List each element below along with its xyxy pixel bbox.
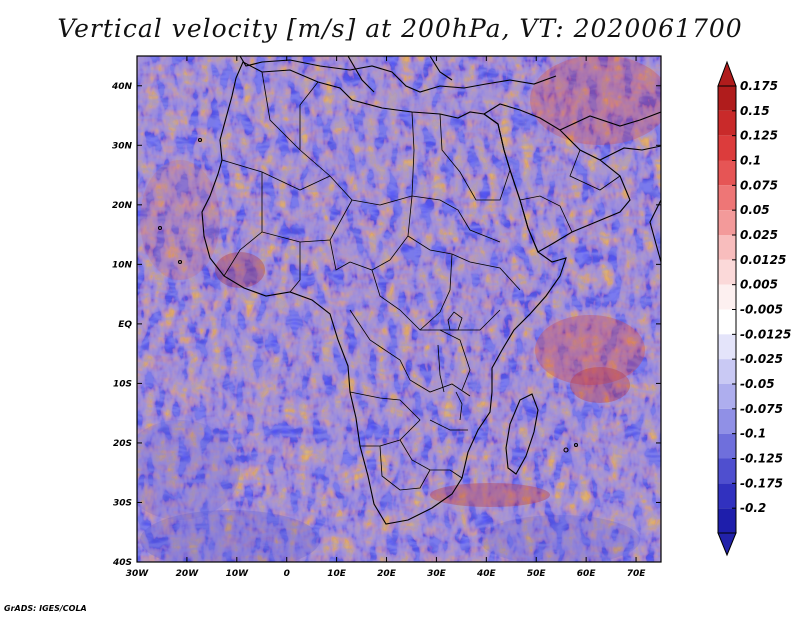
coastlines: [157, 56, 661, 525]
europe-coastline: [239, 56, 557, 93]
colorbar-label: -0.1: [740, 427, 766, 441]
colorbar-swatch: [718, 210, 736, 235]
lon-tick-label: 10E: [327, 569, 347, 579]
lon-tick-label: 60E: [577, 569, 597, 579]
country-borders: [221, 71, 621, 491]
colorbar-label: 0.15: [740, 104, 770, 118]
lon-tick-label: 50E: [527, 569, 547, 579]
colorbar-bottom-arrow: [717, 532, 737, 557]
colorbar-swatch: [718, 359, 736, 384]
madagascar-coastline: [505, 393, 539, 475]
lon-tick-label: 30W: [126, 569, 150, 579]
colorbar-label: 0.005: [740, 278, 778, 292]
colorbar-label: 0.0125: [740, 253, 786, 267]
colorbar-label: -0.025: [740, 352, 783, 366]
colorbar-swatch: [718, 185, 736, 211]
lat-tick-label: 20S: [113, 439, 132, 449]
lat-tick-label: 30S: [113, 498, 132, 508]
colorbar-label: -0.2: [740, 501, 766, 515]
colorbar-label: -0.0125: [740, 327, 791, 341]
colorbar-swatch: [718, 160, 736, 186]
lat-tick-label: 40S: [112, 558, 132, 568]
lat-tick-label: EQ: [118, 320, 132, 330]
lat-tick-label: 10N: [112, 260, 133, 270]
colorbar-label: 0.025: [740, 228, 778, 242]
colorbar-swatch: [718, 384, 736, 409]
colorbar-swatch: [718, 334, 736, 360]
colorbar-swatch: [718, 309, 736, 335]
colorbar-swatch: [718, 284, 736, 310]
colorbar-swatch: [718, 259, 736, 285]
colorbar-label: 0.1: [740, 154, 761, 168]
colorbar-label: 0.05: [740, 203, 770, 217]
grads-credit: GrADS: IGES/COLA: [4, 604, 87, 613]
lon-tick-label: 40E: [476, 569, 497, 579]
colorbar-label: -0.005: [740, 303, 783, 317]
colorbar-swatch: [718, 135, 736, 161]
colorbar-label: -0.05: [740, 377, 775, 391]
lon-tick-label: 20W: [176, 569, 200, 579]
colorbar-swatch: [718, 508, 736, 533]
lon-tick-label: 30E: [427, 569, 447, 579]
vertical-velocity-field: [137, 56, 661, 562]
colorbar-label: -0.175: [740, 476, 783, 490]
lat-tick-label: 10S: [113, 379, 132, 389]
colorbar-label: -0.075: [740, 402, 783, 416]
lon-tick-label: 20E: [377, 569, 397, 579]
africa-coastline: [201, 61, 567, 525]
colorbar-label: -0.125: [740, 452, 783, 466]
latitude-axis: 40N 30N 20N 10N EQ 10S 20S 30S 40S: [111, 82, 661, 568]
colorbar-swatch: [718, 433, 736, 459]
colorbar-swatch: [718, 458, 736, 484]
colorbar-label: 0.175: [740, 79, 778, 93]
lon-tick-label: 10W: [226, 569, 250, 579]
longitude-axis: 30W 20W 10W 0 10E 20E 30E 40E 50E 60E 70E: [126, 56, 646, 579]
colorbar-swatch: [718, 235, 736, 260]
lon-tick-label: 70E: [627, 569, 647, 579]
colorbar-swatch: [718, 110, 736, 136]
map-title: Vertical velocity [m/s] at 200hPa, VT: 2…: [57, 14, 743, 43]
colorbar-label: 0.125: [740, 129, 778, 143]
lon-tick-label: 0: [284, 569, 290, 579]
colorbar-swatch: [718, 408, 736, 434]
arabia-coastline: [483, 103, 631, 253]
colorbar: 0.175 0.15 0.125 0.1 0.075 0.05 0.025 0.0125 0.0…: [717, 60, 791, 557]
lat-tick-label: 20N: [112, 201, 133, 211]
colorbar-label: 0.075: [740, 178, 778, 192]
colorbar-swatch: [718, 86, 736, 111]
colorbar-swatch: [718, 483, 736, 509]
plot-frame: [136, 55, 662, 563]
lat-tick-label: 40N: [111, 82, 133, 92]
lat-tick-label: 30N: [112, 141, 133, 151]
colorbar-top-arrow: [717, 60, 737, 87]
